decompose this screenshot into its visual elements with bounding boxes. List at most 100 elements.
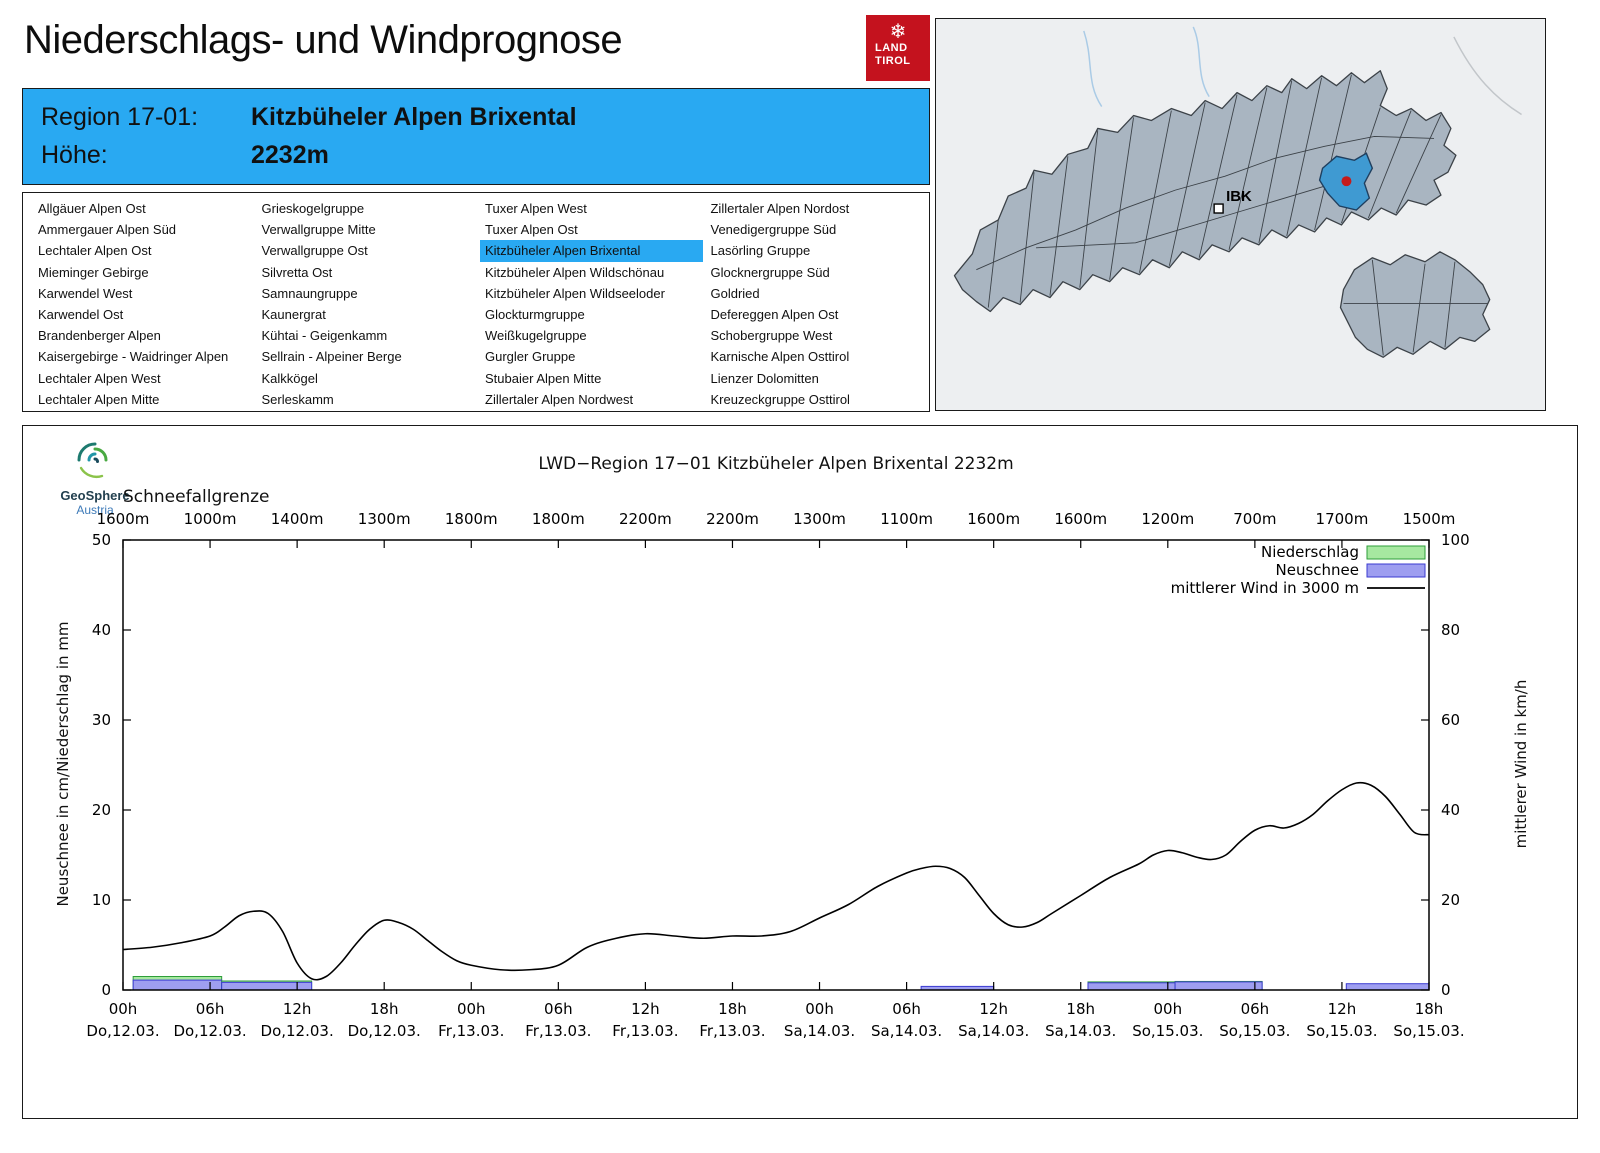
forecast-chart-panel: GeoSphere Austria LWD−Region 17−01 Kitzb…	[22, 425, 1578, 1119]
region-list-item[interactable]: Lechtaler Alpen Ost	[38, 243, 152, 259]
region-list-item[interactable]: Glocknergruppe Süd	[710, 264, 830, 280]
region-list-item[interactable]: Defereggen Alpen Ost	[710, 307, 839, 323]
region-list-item[interactable]: Lechtaler Alpen Mitte	[38, 391, 160, 407]
region-list-item[interactable]: Karwendel West	[38, 285, 133, 301]
right-axis-tick: 100	[1441, 531, 1470, 549]
snowline-label: Schneefallgrenze	[123, 487, 270, 507]
land-logo-line2: TIROL	[875, 55, 911, 67]
snowline-value: 1800m	[445, 510, 498, 528]
x-tick-date: Do,12.03.	[173, 1022, 246, 1040]
x-tick-hour: 00h	[1154, 1000, 1183, 1018]
x-tick-date: So,15.03.	[1219, 1022, 1290, 1040]
snowline-value: 1300m	[358, 510, 411, 528]
region-list-column: Tuxer Alpen West Tuxer Alpen Ost Kitzbühel…	[480, 198, 705, 411]
region-list-item[interactable]: Stubaier Alpen Mitte	[485, 370, 602, 386]
region-list-item[interactable]: Venedigergruppe Süd	[710, 222, 837, 238]
x-tick-hour: 12h	[283, 1000, 312, 1018]
region-list-item[interactable]: Verwallgruppe Mitte	[261, 222, 376, 238]
snowline-value: 1400m	[271, 510, 324, 528]
region-list-item[interactable]: Kalkkögel	[261, 370, 318, 386]
region-list-item[interactable]: Ammergauer Alpen Süd	[38, 222, 177, 238]
left-axis-tick: 0	[101, 981, 111, 999]
neuschnee-bar	[1174, 981, 1263, 991]
region-list-item[interactable]: Brandenberger Alpen	[38, 328, 161, 344]
region-list-item[interactable]: Samnaungruppe	[261, 285, 358, 301]
region-list-item[interactable]: Kreuzeckgruppe Osttirol	[710, 391, 850, 407]
region-list-item[interactable]: Grieskogelgruppe	[261, 201, 365, 216]
x-tick-date: Sa,14.03.	[784, 1022, 855, 1040]
right-axis-tick: 0	[1441, 981, 1451, 999]
region-list-item[interactable]: Tuxer Alpen Ost	[485, 222, 578, 238]
region-list-item[interactable]: Kaunergrat	[261, 307, 326, 323]
river-line	[1083, 30, 1103, 107]
region-list-item[interactable]: Zillertaler Alpen Nordost	[710, 201, 850, 216]
geosphere-swirl-icon	[77, 442, 108, 479]
region-list-item[interactable]: Lienzer Dolomitten	[710, 370, 819, 386]
left-axis-tick: 50	[92, 531, 111, 549]
page-title: Niederschlags- und Windprognose	[24, 18, 623, 62]
region-list-item[interactable]: Zillertaler Alpen Nordwest	[485, 391, 634, 407]
snowline-value: 1000m	[184, 510, 237, 528]
region-list-item[interactable]: Mieminger Gebirge	[38, 264, 149, 280]
neuschnee-bar	[221, 981, 313, 991]
region-list-item[interactable]: Goldried	[710, 285, 760, 301]
x-tick-hour: 12h	[631, 1000, 660, 1018]
snowline-value: 1600m	[97, 510, 150, 528]
chart-title: LWD−Region 17−01 Kitzbüheler Alpen Brixe…	[538, 454, 1014, 474]
chart-plot: 00h Do,12.03. 1600m 06h Do,12.03. 1000m 12h Do,…	[86, 510, 1470, 1040]
region-list-item[interactable]: Kaisergebirge - Waidringer Alpen	[38, 349, 229, 365]
region-list-item[interactable]: Tuxer Alpen West	[485, 201, 587, 216]
left-axis-tick: 40	[92, 621, 111, 639]
neuschnee-bar	[132, 979, 223, 991]
region-list-item[interactable]: Kitzbüheler Alpen Brixental	[480, 240, 703, 262]
region-list-item[interactable]: Kitzbüheler Alpen Wildseeloder	[485, 285, 665, 301]
region-list-item[interactable]: Serleskamm	[261, 391, 334, 407]
x-tick-date: Do,12.03.	[261, 1022, 334, 1040]
region-list-item[interactable]: Schobergruppe West	[710, 328, 833, 344]
x-tick-date: Sa,14.03.	[1045, 1022, 1116, 1040]
x-tick-hour: 00h	[109, 1000, 138, 1018]
tirol-region-map[interactable]: IBK	[935, 18, 1546, 411]
x-tick-hour: 12h	[1328, 1000, 1357, 1018]
x-tick-hour: 06h	[544, 1000, 573, 1018]
region-list-item[interactable]: Weißkugelgruppe	[485, 328, 587, 344]
region-list-item[interactable]: Karwendel Ost	[38, 307, 124, 323]
x-tick-hour: 18h	[1415, 1000, 1444, 1018]
region-list-item[interactable]: Kitzbüheler Alpen Wildschönau	[485, 264, 665, 280]
snowline-value: 1600m	[1054, 510, 1107, 528]
snowline-value: 1700m	[1316, 510, 1369, 528]
snowline-value: 1800m	[532, 510, 585, 528]
region-list-item[interactable]: Silvretta Ost	[261, 264, 333, 280]
x-tick-hour: 00h	[457, 1000, 486, 1018]
region-list-item[interactable]: Gurgler Gruppe	[485, 349, 576, 365]
x-tick-date: Fr,13.03.	[525, 1022, 591, 1040]
right-axis-tick: 60	[1441, 711, 1460, 729]
ibk-label: IBK	[1226, 188, 1252, 205]
x-tick-hour: 06h	[892, 1000, 921, 1018]
region-list-item[interactable]: Lechtaler Alpen West	[38, 370, 161, 386]
region-list-item[interactable]: Sellrain - Alpeiner Berge	[261, 349, 402, 365]
region-borders	[976, 74, 1488, 356]
region-list-item[interactable]: Karnische Alpen Osttirol	[710, 349, 850, 365]
region-list-item[interactable]: Kühtai - Geigenkamm	[261, 328, 388, 344]
x-tick-date: Sa,14.03.	[871, 1022, 942, 1040]
region-list-item[interactable]: Allgäuer Alpen Ost	[38, 201, 146, 216]
snowline-value: 1500m	[1403, 510, 1456, 528]
left-axis-tick: 30	[92, 711, 111, 729]
region-list-item[interactable]: Lasörling Gruppe	[710, 243, 811, 259]
x-tick-date: Fr,13.03.	[438, 1022, 504, 1040]
region-list-item[interactable]: Glockturmgruppe	[485, 307, 585, 323]
neuschnee-bar	[1087, 982, 1176, 991]
east-tirol-landmass	[1339, 251, 1491, 358]
border-line	[1453, 36, 1522, 116]
x-tick-date: So,15.03.	[1393, 1022, 1464, 1040]
geosphere-name: GeoSphere	[60, 488, 130, 503]
left-axis-tick: 10	[92, 891, 111, 909]
neuschnee-bar	[1345, 983, 1430, 991]
land-logo-line1: LAND	[875, 42, 908, 54]
legend-label: Neuschnee	[1276, 561, 1360, 579]
snowline-value: 1200m	[1141, 510, 1194, 528]
land-tirol-logo: ❄ LAND TIROL	[866, 15, 930, 81]
region-list-item[interactable]: Verwallgruppe Ost	[261, 243, 368, 259]
snowline-value: 700m	[1233, 510, 1276, 528]
